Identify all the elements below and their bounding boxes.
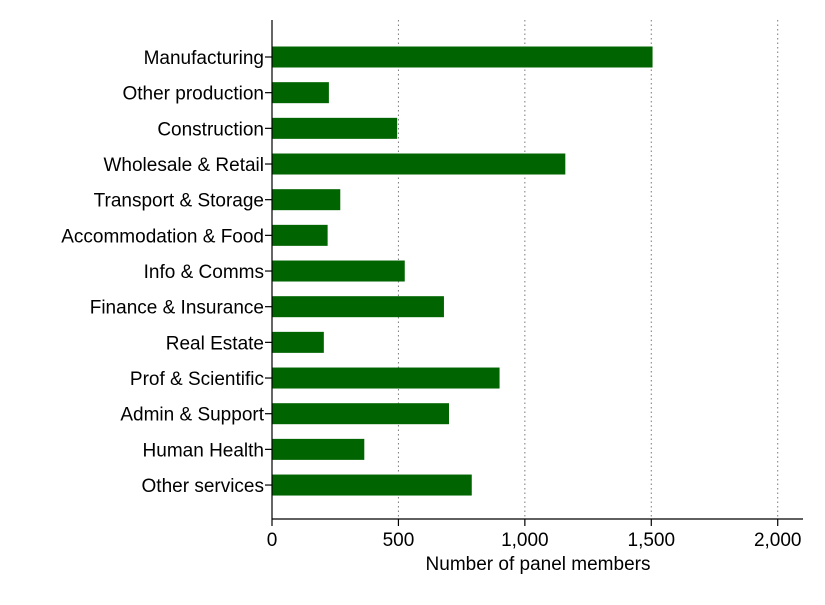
bar: [272, 153, 566, 175]
x-tick-label: 0: [267, 530, 278, 551]
bar: [272, 117, 398, 139]
category-label: Human Health: [143, 440, 264, 461]
category-label: Manufacturing: [144, 48, 264, 69]
x-tick-label: 2,000: [754, 530, 802, 551]
bar: [272, 224, 328, 246]
category-label: Other services: [142, 476, 264, 497]
bar: [272, 260, 405, 282]
x-tick-label: 500: [383, 530, 415, 551]
axis-layer: [265, 20, 803, 526]
bar: [272, 403, 449, 425]
category-label: Real Estate: [166, 333, 264, 354]
x-axis-title: Number of panel members: [426, 554, 651, 575]
bar: [272, 46, 653, 68]
category-label: Transport & Storage: [94, 191, 264, 212]
category-label: Admin & Support: [120, 405, 264, 426]
bar: [272, 82, 329, 104]
category-label: Construction: [157, 119, 264, 140]
label-layer: 0 500 1,000 1,500 2,000 Manufacturing Other pr…: [61, 48, 801, 551]
bar: [272, 474, 472, 496]
bar: [272, 367, 500, 389]
grid-layer: [397, 20, 779, 519]
bar: [272, 296, 444, 318]
category-label: Other production: [122, 84, 264, 105]
category-label: Accommodation & Food: [61, 226, 264, 247]
category-label: Wholesale & Retail: [103, 155, 264, 176]
bar: [272, 438, 365, 460]
category-label: Info & Comms: [144, 262, 264, 283]
category-label: Finance & Insurance: [90, 298, 264, 319]
bar-layer: [272, 46, 653, 496]
category-label: Prof & Scientific: [130, 369, 264, 390]
x-tick-label: 1,000: [501, 530, 549, 551]
bar: [272, 189, 341, 211]
bar: [272, 331, 324, 353]
x-tick-label: 1,500: [628, 530, 676, 551]
